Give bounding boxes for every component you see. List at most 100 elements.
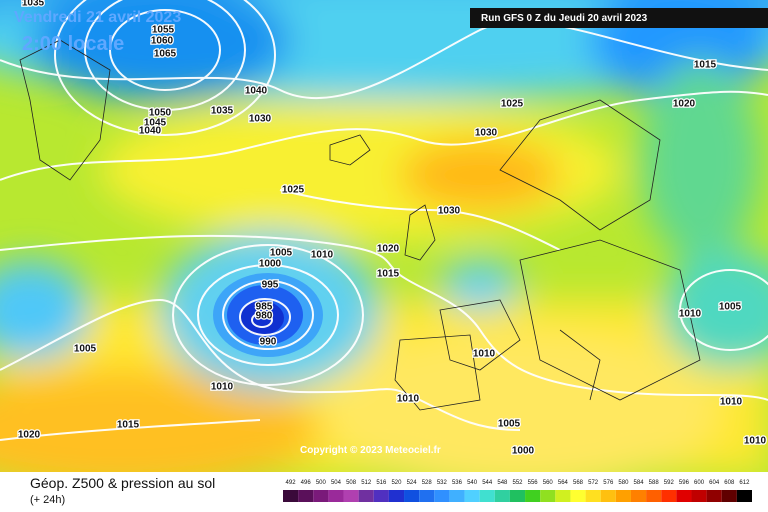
isobar-label: 1050 [149, 108, 172, 119]
isobar-label: 1005 [719, 302, 742, 313]
isobar-label: 1005 [498, 419, 521, 430]
legend-swatch [661, 490, 677, 502]
footer-title: Géop. Z500 & pression au sol [30, 475, 215, 491]
legend-swatch [283, 490, 299, 502]
isobar-label: 1045 [144, 118, 167, 129]
isobar-label: 1015 [694, 60, 717, 71]
legend-swatch [358, 490, 374, 502]
legend-swatch [449, 490, 465, 502]
legend-label: 520 [391, 480, 402, 486]
run-box [470, 8, 768, 28]
legend-swatch [328, 490, 344, 502]
legend-swatch [721, 490, 737, 502]
legend-label: 568 [573, 480, 584, 486]
legend-swatch [509, 490, 526, 502]
legend-label: 548 [497, 480, 508, 486]
isobar-label: 1030 [475, 128, 498, 139]
isobar-label: 1040 [245, 86, 268, 97]
isobar-label: 1010 [311, 250, 334, 261]
legend-label: 560 [543, 480, 554, 486]
isobar-label: 1010 [720, 397, 743, 408]
legend-label: 612 [739, 480, 750, 486]
legend-label: 492 [286, 480, 297, 486]
isobar-label: 1020 [18, 430, 41, 441]
isobar-label: 1025 [282, 185, 305, 196]
legend-label: 516 [376, 480, 387, 486]
isobar-label: 1035 [22, 0, 45, 9]
legend-swatch [479, 490, 495, 502]
legend-label: 496 [301, 480, 312, 486]
footer-lead: (+ 24h) [30, 494, 65, 506]
legend-swatch [434, 490, 450, 502]
legend-swatch [615, 490, 631, 502]
legend-swatch [464, 490, 480, 502]
valid-date: Vendredi 21 avril 2023 [14, 9, 181, 26]
legend-swatch [600, 490, 616, 502]
legend-label: 564 [558, 480, 569, 486]
legend-swatch [525, 490, 541, 502]
legend-label: 596 [679, 480, 690, 486]
isobar-label: 1015 [117, 420, 140, 431]
isobar-label: 1000 [512, 446, 535, 457]
isobar-label: 1030 [438, 206, 461, 217]
legend-label: 532 [437, 480, 448, 486]
isobar-label: 1010 [679, 309, 702, 320]
isobar-label: 1015 [377, 269, 400, 280]
isobar-label: 1020 [673, 99, 696, 110]
isobar-label: 1000 [259, 259, 282, 270]
legend-swatch [404, 490, 420, 502]
legend-label: 556 [528, 480, 539, 486]
legend-label: 592 [664, 480, 675, 486]
legend-swatch [736, 490, 752, 502]
legend-swatch [313, 490, 329, 502]
legend-label: 508 [346, 480, 357, 486]
legend-label: 512 [361, 480, 372, 486]
isobar-label: 1010 [473, 349, 496, 360]
legend-label: 544 [482, 480, 493, 486]
isobar-label: 1065 [154, 49, 177, 60]
legend-label: 576 [603, 480, 614, 486]
legend-label: 584 [634, 480, 645, 486]
legend-label: 572 [588, 480, 599, 486]
legend-label: 604 [709, 480, 720, 486]
legend-swatch [646, 490, 662, 502]
legend-swatch [388, 490, 405, 502]
legend-label: 600 [694, 480, 705, 486]
legend-label: 608 [724, 480, 735, 486]
isobar-label: 1005 [270, 248, 293, 259]
isobar-label: 1025 [501, 99, 524, 110]
legend-label: 500 [316, 480, 327, 486]
legend-swatch [373, 490, 389, 502]
legend-label: 536 [452, 480, 463, 486]
isobar-label: 990 [260, 337, 277, 348]
isobar-label: 1060 [151, 36, 174, 47]
legend-swatch [555, 490, 571, 502]
local-time: 2:00 locale [22, 33, 124, 55]
isobar-label: 1010 [211, 382, 234, 393]
isobar-label: 1035 [211, 106, 234, 117]
legend-swatch [691, 490, 707, 502]
isobar-label: 995 [262, 280, 279, 291]
isobar-label: 1010 [744, 436, 767, 447]
legend-label: 580 [618, 480, 629, 486]
copyright: Copyright © 2023 Meteociel.fr [300, 445, 441, 456]
isobar-label: 1010 [397, 394, 420, 405]
isobar-label: 1020 [377, 244, 400, 255]
legend-swatch [585, 490, 601, 502]
legend-swatch [630, 490, 647, 502]
run-info: Run GFS 0 Z du Jeudi 20 avril 2023 [481, 13, 648, 24]
isobar-label: 1040 [139, 126, 162, 137]
isobar-label: 1030 [249, 114, 272, 125]
legend-swatch [676, 490, 692, 502]
legend-swatch [706, 490, 722, 502]
legend-label: 524 [407, 480, 418, 486]
isobar-label: 980 [256, 311, 273, 322]
isobar-label: 1005 [74, 344, 97, 355]
legend-swatch [494, 490, 510, 502]
legend-swatch [570, 490, 586, 502]
legend-swatch [540, 490, 556, 502]
legend-label: 528 [422, 480, 433, 486]
legend-label: 552 [512, 480, 523, 486]
legend-swatch [298, 490, 314, 502]
legend-label: 588 [649, 480, 660, 486]
